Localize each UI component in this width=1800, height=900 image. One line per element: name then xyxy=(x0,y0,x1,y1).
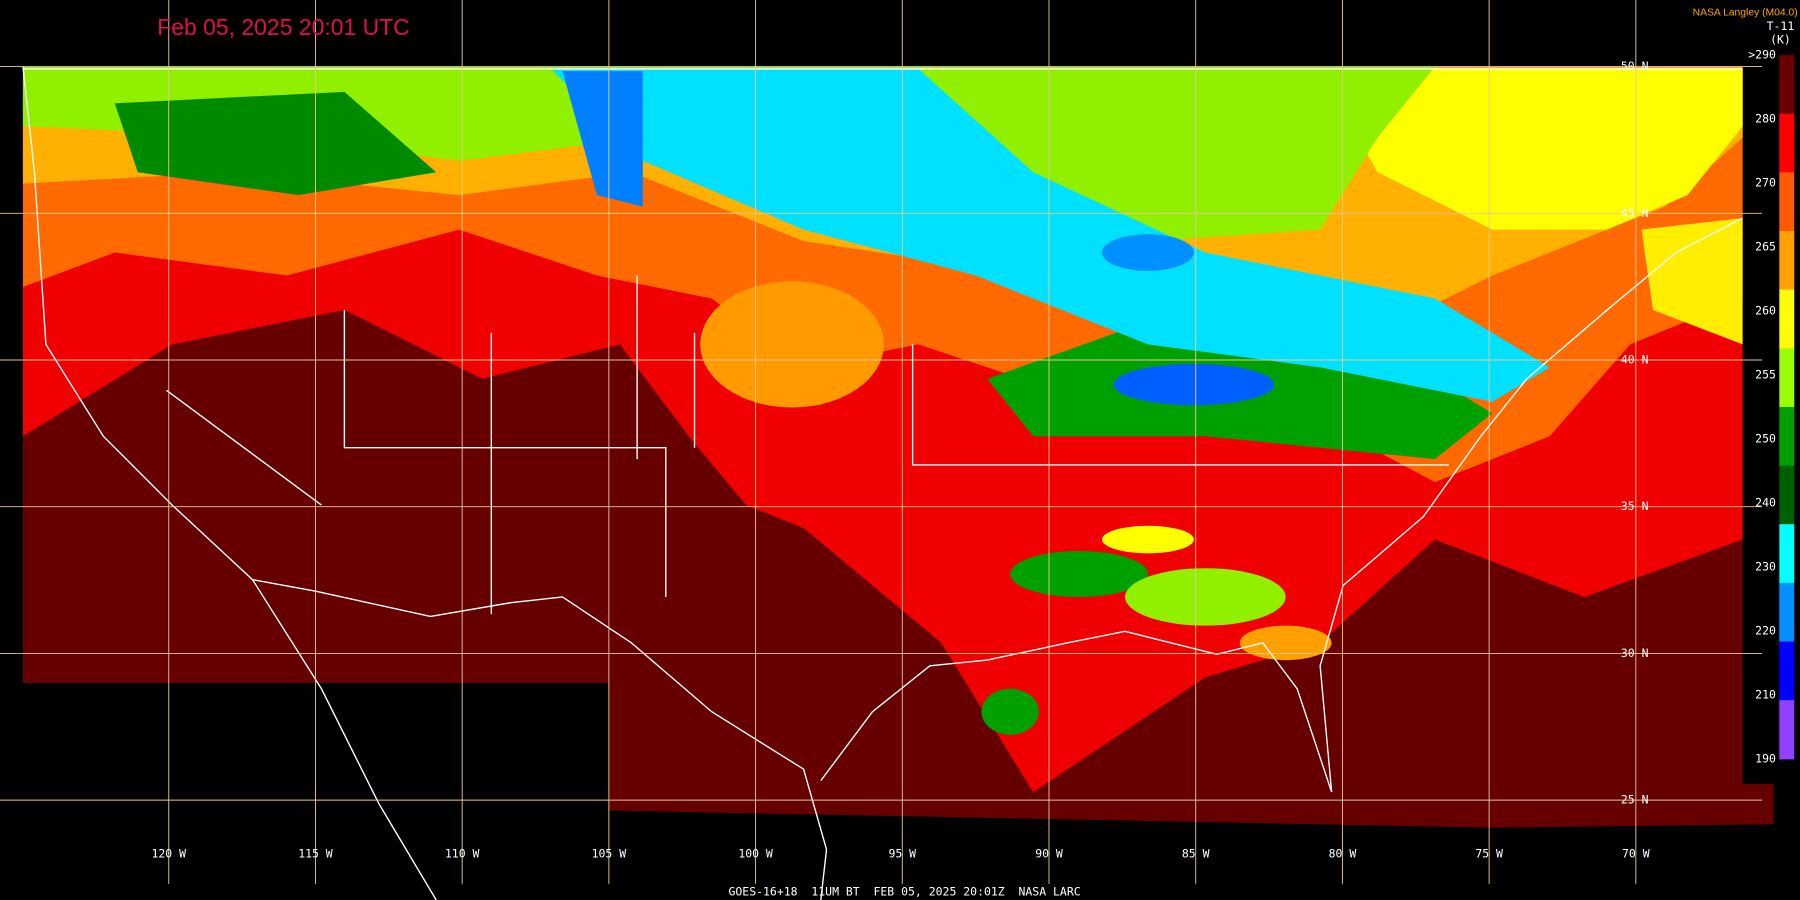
colorbar-label: 220 xyxy=(1755,623,1776,637)
colorbar-segment xyxy=(1779,289,1795,349)
colorbar-label: 260 xyxy=(1755,303,1776,317)
colorbar-segment xyxy=(1779,700,1795,760)
footer: GOES-16+18 11UM BT FEB 05, 2025 20:01Z N… xyxy=(729,884,1081,898)
longitude-label: 120 W xyxy=(151,847,186,861)
colorbar-label: 230 xyxy=(1755,559,1776,573)
colorbar-label: 190 xyxy=(1755,751,1776,765)
imagery xyxy=(22,66,1774,828)
coastline-east xyxy=(820,217,1743,793)
longitude-label: 75 W xyxy=(1475,847,1503,861)
unit: (K) xyxy=(1770,33,1791,47)
colorbar-segment xyxy=(1779,172,1795,232)
latitude-label: 25 N xyxy=(1621,793,1649,807)
colorbar-label: 280 xyxy=(1755,112,1776,126)
longitude-label: 85 W xyxy=(1182,847,1210,861)
colorbar-label: 265 xyxy=(1755,240,1776,254)
latitude-label: 50 N xyxy=(1621,59,1649,73)
latitude-label: 40 N xyxy=(1621,353,1649,367)
colorbar-label: >290 xyxy=(1748,48,1776,62)
product: T-11 xyxy=(1767,19,1795,33)
colorbar-segment xyxy=(1779,55,1795,115)
longitude-label: 95 W xyxy=(888,847,916,861)
longitude-label: 105 W xyxy=(592,847,627,861)
borders xyxy=(22,66,1743,900)
border-south xyxy=(252,579,828,900)
title: Feb 05, 2025 20:01 UTC xyxy=(157,14,409,40)
colorbar-segment xyxy=(1779,524,1795,584)
colorbar-segment xyxy=(1779,113,1795,173)
longitude-label: 110 W xyxy=(445,847,480,861)
colorbar-label: 255 xyxy=(1755,367,1776,381)
credit: NASA Langley (M04.0) xyxy=(1693,7,1798,18)
graticule: 120 W 115 W 110 W 105 W 100 W 95 W 90 W 85 W 80 … xyxy=(0,0,1763,884)
colorbar-label: 250 xyxy=(1755,431,1776,445)
longitude-label: 100 W xyxy=(738,847,773,861)
colorbar-segment xyxy=(1779,348,1795,408)
longitude-label: 80 W xyxy=(1329,847,1357,861)
colorbar-segment xyxy=(1779,641,1795,701)
colorbar-label: 210 xyxy=(1755,687,1776,701)
coastline xyxy=(22,66,437,900)
latitude-label: 35 N xyxy=(1621,499,1649,513)
colorbar-segment xyxy=(1779,231,1795,291)
latitude-label: 45 N xyxy=(1621,206,1649,220)
colorbar: >290 280 270 265 260 255 250 240 230 220 210 190 xyxy=(1748,48,1795,765)
colorbar-label: 270 xyxy=(1755,176,1776,190)
longitude-label: 90 W xyxy=(1035,847,1063,861)
colorbar-segment xyxy=(1779,465,1795,525)
colorbar-segment xyxy=(1779,582,1795,643)
colorbar-segment xyxy=(1779,406,1795,467)
latitude-label: 30 N xyxy=(1621,646,1649,660)
longitude-label: 70 W xyxy=(1622,847,1650,861)
longitude-label: 115 W xyxy=(298,847,333,861)
state-lines xyxy=(166,275,1449,615)
colorbar-label: 240 xyxy=(1755,495,1776,509)
